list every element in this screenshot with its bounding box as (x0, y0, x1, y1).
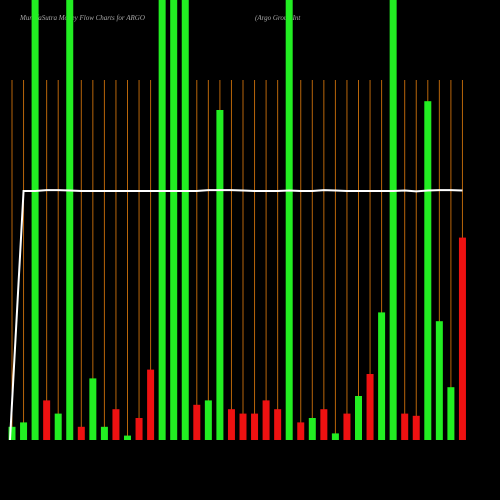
bar (43, 400, 51, 440)
bar (181, 0, 189, 440)
bar (412, 415, 420, 440)
bar (227, 409, 235, 440)
bar (124, 435, 131, 440)
bar (331, 433, 339, 440)
bar (8, 426, 16, 440)
chart-subtitle: (Argo Group Int (255, 14, 301, 22)
bar (20, 422, 28, 440)
bar (285, 0, 293, 440)
bar (135, 418, 143, 440)
bar (89, 378, 97, 440)
bar (239, 413, 247, 440)
bar (66, 0, 74, 440)
bar (147, 369, 155, 440)
bar (274, 409, 282, 440)
bar (31, 0, 39, 440)
bar (297, 422, 305, 440)
bar (193, 404, 201, 440)
bar (401, 413, 409, 440)
bar (308, 418, 316, 440)
bar (343, 413, 351, 440)
bar (54, 413, 62, 440)
bar (378, 312, 386, 440)
money-flow-line (9, 189, 463, 441)
bar (251, 413, 259, 440)
bar (100, 426, 108, 440)
bar (366, 374, 374, 440)
bar (389, 0, 397, 440)
bar (435, 321, 443, 440)
bar (170, 0, 178, 440)
bar (424, 101, 432, 440)
chart-title: MunafaSutra Money Flow Charts for ARGO (19, 14, 145, 22)
bar (158, 0, 166, 440)
bar (447, 387, 455, 440)
bar (355, 396, 362, 440)
bar (112, 409, 120, 440)
bar (458, 237, 466, 440)
bar (77, 426, 85, 440)
bar (320, 409, 328, 440)
bar (204, 400, 212, 440)
bar (262, 400, 270, 440)
bar (216, 110, 224, 440)
